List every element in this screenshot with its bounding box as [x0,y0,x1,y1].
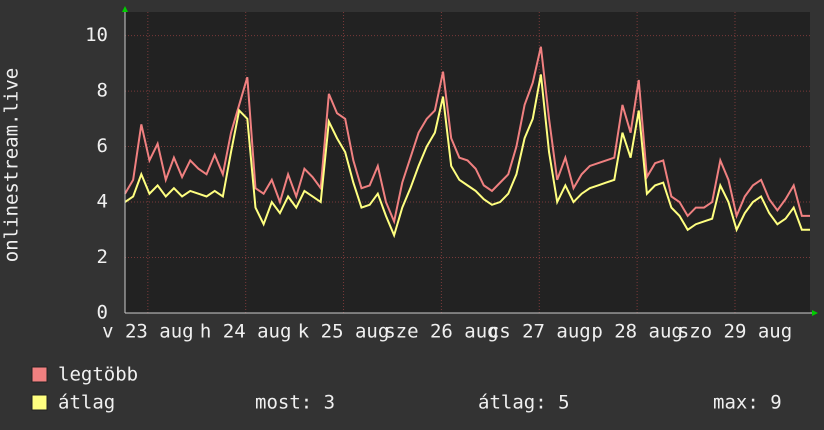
y-tick-label: 10 [85,24,108,46]
y-tick-label: 6 [97,135,108,157]
legend-swatch [31,366,48,383]
legend-label: legtöbb [58,364,138,386]
plot-area [125,12,810,313]
stat: átlag: 5 [478,392,570,414]
legend-label: átlag [58,392,115,414]
y-tick-label: 4 [97,191,108,213]
y-arrow [122,6,128,12]
y-axis-label: onlinestream.live [1,68,23,262]
series-line [124,46,810,225]
y-tick-label: 2 [97,246,108,268]
x-tick-label: szo 29 aug [678,321,792,343]
stat: most: 3 [255,392,335,414]
x-tick-label: cs 27 aug [488,321,591,343]
series-line [124,74,810,239]
x-arrow [812,310,818,316]
legend: legtöbb átlag most: 3 átlag: 5 max: 9 [31,364,782,414]
legend-swatch [31,394,48,411]
x-tick-label: h 24 aug [200,321,292,343]
y-tick-label: 8 [97,80,108,102]
x-tick-label: p 28 aug [591,321,683,343]
plot [124,46,810,239]
x-tick-label: sze 26 aug [384,321,498,343]
y-tick-label: 0 [97,302,108,324]
x-tick-label: k 25 aug [298,321,390,343]
x-tick-label: v 23 aug [102,321,194,343]
stat: max: 9 [713,392,782,414]
